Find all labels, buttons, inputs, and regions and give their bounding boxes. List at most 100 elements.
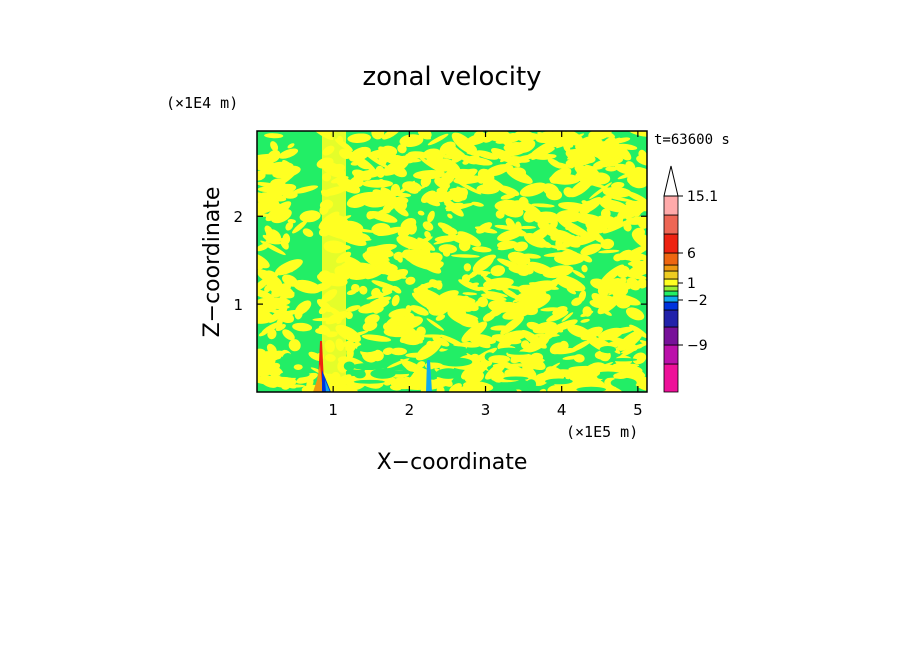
field-patch-positive (499, 155, 511, 163)
field-patch-positive (410, 369, 427, 383)
field-patch-positive (578, 210, 590, 217)
field-patch-positive (257, 310, 274, 324)
field-patch-positive (570, 222, 595, 239)
field-patch-positive (453, 175, 484, 185)
field-patch-positive (445, 202, 464, 211)
field-patch-positive (631, 232, 647, 250)
field-patch-positive (292, 322, 313, 332)
field-patch-positive (366, 291, 393, 300)
field-patch-lower (354, 370, 366, 379)
field-patch-positive (477, 296, 489, 308)
x-axis: 1 2 3 4 5 (328, 131, 643, 419)
field-patch-positive (472, 246, 492, 253)
field-patch-positive (549, 173, 580, 185)
field-patch-positive (270, 141, 279, 152)
field-patch-positive (502, 165, 514, 172)
field-patch-positive (418, 239, 426, 245)
field-patch-positive (419, 157, 446, 174)
field-patch-positive (371, 131, 385, 140)
heatmap-field (257, 131, 647, 392)
field-patch-positive (285, 221, 294, 231)
field-patch-positive (602, 187, 632, 198)
field-patch-positive (590, 278, 609, 290)
field-patch-positive (400, 335, 422, 346)
field-patch-positive (348, 146, 371, 162)
field-patch-positive (427, 133, 449, 146)
field-patch-positive (280, 237, 289, 250)
field-patch-positive (410, 305, 429, 316)
field-patch-positive (625, 200, 647, 209)
field-patch-positive (556, 235, 580, 251)
field-patch-positive (363, 197, 388, 208)
field-patch-lower (357, 344, 378, 353)
field-patch-positive (284, 264, 294, 273)
field-patch-positive (497, 336, 514, 350)
field-patch-positive (449, 147, 468, 161)
field-patch-positive (531, 203, 555, 208)
chart-title: zonal velocity (362, 62, 541, 92)
field-patch-positive (265, 240, 282, 245)
field-patch-lower (497, 347, 521, 353)
field-patch-positive (455, 295, 479, 312)
field-patch-positive (302, 228, 314, 237)
colorbar-level (663, 326, 679, 346)
field-patch-positive (287, 143, 295, 149)
field-patch-positive (555, 276, 586, 292)
field-patch-positive (580, 310, 594, 318)
x-tick-label: 1 (328, 401, 338, 419)
field-patch-positive (257, 155, 277, 170)
field-patch-positive (282, 329, 295, 341)
field-patch-lower (576, 386, 606, 392)
field-patch-positive (346, 289, 357, 296)
field-patch-positive (615, 253, 644, 261)
field-patch-positive (458, 239, 471, 252)
field-patch-positive (630, 206, 642, 217)
field-patch-positive (345, 305, 361, 312)
field-patch-positive (602, 309, 612, 316)
field-patch-positive (486, 131, 511, 142)
field-patch-positive (500, 193, 516, 200)
field-patch-positive (427, 210, 435, 223)
colorbar-level (663, 344, 679, 365)
field-feature-negative (322, 370, 331, 392)
field-patch-positive (396, 235, 425, 251)
field-patch-positive (296, 372, 318, 384)
field-patch-positive (271, 283, 291, 298)
field-patch-lower (439, 357, 473, 367)
field-patch-positive (490, 265, 506, 277)
field-patch-positive (567, 144, 589, 160)
field-patch-positive (405, 276, 416, 285)
field-patch-positive (359, 233, 371, 241)
field-patch-positive (400, 359, 423, 370)
field-patch-positive (390, 183, 401, 196)
y-tick-label: 1 (233, 296, 243, 314)
field-patch-positive (422, 195, 441, 207)
field-patch-positive (367, 252, 389, 265)
y-axis: 12 (233, 208, 647, 314)
colorbar-level (663, 195, 679, 216)
field-patch-positive (377, 178, 385, 186)
field-patch-positive (442, 250, 451, 257)
field-patch-positive (359, 285, 368, 295)
field-patch-positive (551, 131, 568, 143)
field-patch-positive (567, 324, 591, 338)
field-patch-positive (424, 230, 431, 239)
field-patch-positive (589, 182, 613, 200)
field-patch-positive (552, 306, 568, 316)
field-patch-lower (436, 385, 445, 392)
field-region-positive (322, 131, 346, 392)
field-patch-positive (471, 201, 484, 207)
field-patch-positive (368, 296, 392, 307)
field-patch-positive (518, 225, 536, 230)
field-patch-positive (542, 141, 562, 148)
colorbar-level (663, 290, 679, 297)
field-patch-positive (422, 148, 441, 159)
field-patch-positive (294, 306, 303, 320)
colorbar-extend-arrow (663, 165, 679, 197)
field-patch-positive (380, 187, 397, 201)
colorbar-level (663, 363, 679, 393)
colorbar-level (663, 295, 679, 303)
field-patch-lower (488, 355, 511, 364)
field-feature-positive (313, 364, 323, 392)
field-patch-positive (581, 264, 588, 273)
